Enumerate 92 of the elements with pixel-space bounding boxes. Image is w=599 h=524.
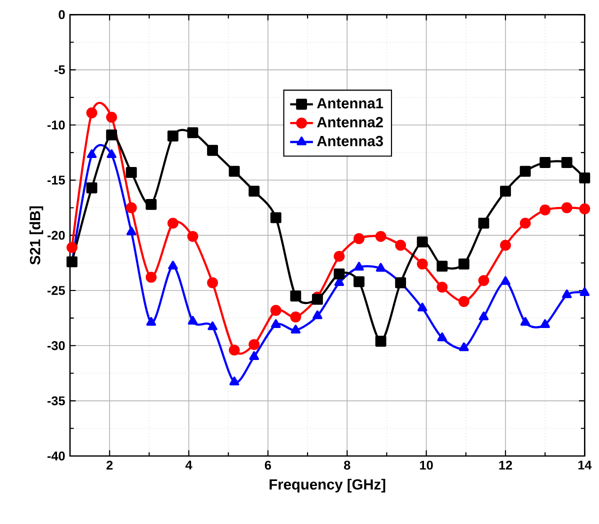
point — [126, 166, 137, 178]
point — [290, 324, 301, 334]
point — [562, 289, 572, 298]
point — [334, 268, 345, 280]
point — [270, 212, 282, 224]
point — [228, 344, 240, 356]
point — [208, 321, 218, 330]
x-tick-label: 2 — [106, 460, 113, 470]
point — [248, 186, 260, 197]
point — [478, 311, 489, 320]
point — [520, 166, 531, 177]
legend-label: Antenna2 — [317, 116, 383, 128]
point — [146, 272, 157, 283]
point — [478, 275, 490, 286]
point — [207, 277, 218, 288]
point — [66, 242, 78, 253]
point — [561, 202, 572, 214]
point — [459, 342, 469, 352]
y-axis-title: S21 [dB] — [30, 206, 44, 265]
point — [561, 157, 572, 168]
x-tick-label: 4 — [185, 460, 192, 470]
x-tick-label: 6 — [264, 460, 272, 470]
point — [207, 144, 218, 156]
point — [375, 230, 386, 242]
point — [478, 218, 490, 229]
point — [86, 149, 97, 158]
y-tick-label: 0 — [58, 10, 65, 20]
point — [540, 204, 551, 216]
point — [436, 260, 448, 272]
point — [270, 319, 281, 328]
point — [168, 260, 178, 270]
point — [167, 130, 178, 142]
point — [249, 351, 259, 360]
point — [187, 230, 198, 242]
point — [290, 290, 302, 302]
x-tick-label: 10 — [420, 460, 433, 470]
point — [270, 304, 282, 316]
point — [500, 240, 511, 251]
point — [520, 317, 530, 326]
point — [580, 287, 590, 296]
x-axis-title: Frequency [GHz] — [270, 478, 386, 492]
legend-label: Antenna3 — [317, 136, 383, 146]
y-tick-label: -15 — [47, 176, 65, 185]
point — [167, 218, 178, 229]
point — [354, 276, 364, 288]
point — [436, 282, 448, 293]
point — [375, 336, 386, 347]
point — [188, 316, 198, 325]
point — [354, 233, 364, 244]
point — [126, 202, 137, 214]
point — [106, 112, 118, 123]
point — [395, 240, 406, 251]
point — [579, 172, 590, 184]
point — [376, 262, 386, 272]
y-tick-label: -35 — [47, 396, 65, 406]
y-tick-label: -30 — [47, 341, 65, 350]
point — [437, 332, 448, 342]
point — [520, 218, 531, 229]
point — [146, 198, 157, 210]
point — [416, 236, 428, 248]
point — [146, 317, 156, 326]
point — [248, 339, 260, 350]
point — [458, 296, 470, 307]
point — [106, 129, 118, 140]
point — [290, 311, 302, 322]
point — [126, 226, 136, 236]
point — [229, 376, 240, 386]
y-tick-label: -5 — [54, 65, 65, 74]
y-tick-label: -20 — [47, 230, 65, 240]
y-tick-label: -40 — [47, 452, 65, 460]
point — [579, 203, 590, 214]
y-tick-label: -25 — [47, 286, 65, 295]
legend-label: Antenna1 — [317, 98, 384, 108]
point — [312, 310, 322, 320]
point — [86, 107, 98, 118]
x-tick-label: 12 — [499, 460, 512, 470]
point — [354, 262, 364, 271]
x-tick-label: 14 — [578, 460, 592, 470]
point — [187, 127, 198, 138]
point — [500, 186, 511, 197]
point — [540, 319, 550, 328]
point — [500, 276, 510, 285]
point — [416, 258, 428, 270]
point — [334, 250, 345, 262]
point — [86, 182, 98, 194]
point — [458, 258, 470, 270]
y-tick-label: -10 — [47, 120, 65, 130]
point — [228, 166, 240, 177]
x-tick-label: 8 — [344, 460, 350, 470]
point — [417, 302, 428, 312]
point — [540, 157, 551, 168]
point — [106, 149, 116, 158]
